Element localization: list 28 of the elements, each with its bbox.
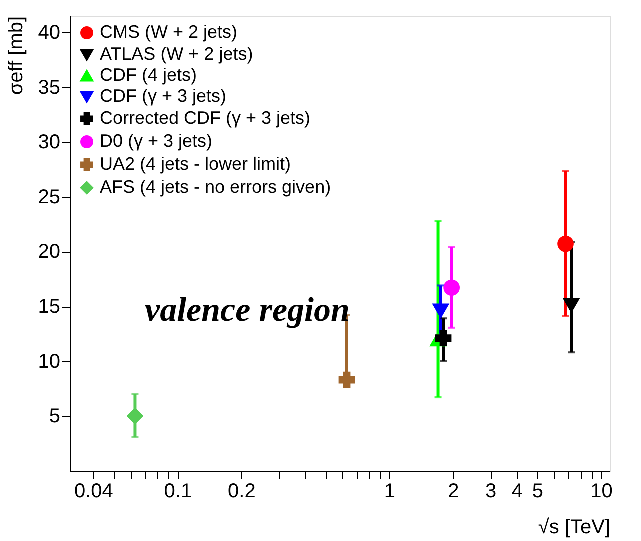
y-tick-label: 5 — [49, 406, 60, 428]
y-tick-label: 15 — [38, 296, 60, 318]
legend-label: ATLAS (W + 2 jets) — [100, 44, 254, 64]
x-axis-title: √s [TeV] — [538, 516, 610, 538]
legend-label: CDF (γ + 3 jets) — [100, 86, 227, 106]
legend-label: AFS (4 jets - no errors given) — [100, 177, 332, 197]
y-tick-label: 20 — [38, 241, 60, 264]
y-tick-label: 35 — [38, 76, 60, 99]
annotation: valence region — [145, 292, 350, 329]
x-tick-label: 0.04 — [74, 480, 114, 502]
x-tick-label: 10 — [590, 480, 613, 502]
legend-label: Corrected CDF (γ + 3 jets) — [100, 108, 311, 128]
y-tick-label: 25 — [38, 186, 60, 208]
legend-label: D0 (γ + 3 jets) — [100, 131, 213, 151]
y-tick-label: 30 — [38, 132, 60, 154]
legend-label: CMS (W + 2 jets) — [100, 22, 238, 42]
x-tick-label: 4 — [512, 480, 524, 502]
x-tick-label: 3 — [485, 480, 497, 502]
legend-label: UA2 (4 jets - lower limit) — [100, 154, 292, 174]
y-tick-label: 10 — [38, 350, 60, 373]
x-tick-label: 0.1 — [164, 480, 192, 502]
legend-label: CDF (4 jets) — [100, 65, 198, 85]
x-tick-label: 1 — [384, 480, 396, 502]
x-tick-label: 0.2 — [228, 480, 256, 502]
y-axis-title: σeff [mb] — [5, 16, 28, 96]
y-tick-label: 40 — [38, 22, 60, 44]
x-tick-label: 2 — [448, 480, 460, 502]
x-tick-label: 5 — [532, 480, 544, 502]
